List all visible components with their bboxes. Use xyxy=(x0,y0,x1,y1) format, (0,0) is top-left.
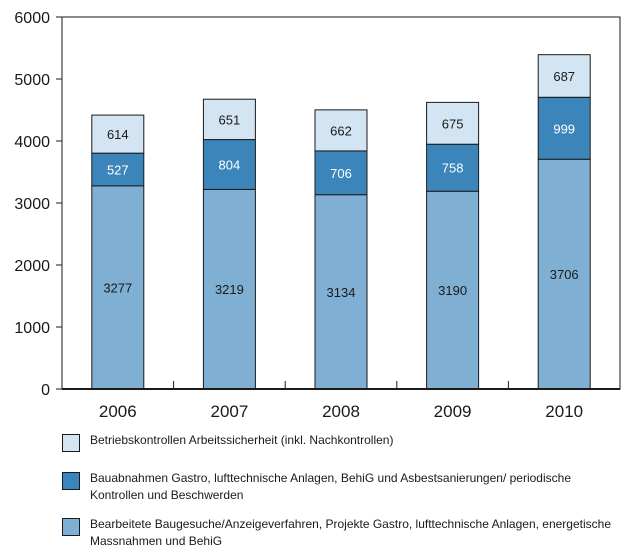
bar-segment xyxy=(537,158,591,390)
data-label: 3706 xyxy=(550,267,579,282)
data-label: 804 xyxy=(219,157,241,172)
data-label: 651 xyxy=(219,112,241,127)
data-label: 687 xyxy=(553,69,575,84)
data-label: 3277 xyxy=(103,280,132,295)
data-label: 3190 xyxy=(438,283,467,298)
bar-segment xyxy=(314,194,368,390)
x-tick-label: 2009 xyxy=(434,402,472,420)
bar-segment xyxy=(202,188,256,390)
data-label: 758 xyxy=(442,161,464,176)
legend-label-base: Bearbeitete Baugesuche/Anzeigeverfahren,… xyxy=(90,517,611,548)
x-tick-label: 2007 xyxy=(210,402,248,420)
y-tick-label: 0 xyxy=(41,382,50,399)
y-axis: 0 1000 2000 3000 4000 5000 6000 xyxy=(14,10,62,399)
bar-segment xyxy=(426,190,480,390)
bar-segment xyxy=(91,114,145,154)
bar-segment xyxy=(202,139,256,190)
data-label: 662 xyxy=(330,123,352,138)
y-tick-label: 3000 xyxy=(14,196,50,213)
data-label: 999 xyxy=(553,121,575,136)
y-tick-label: 6000 xyxy=(14,10,50,27)
legend-label-middle: Bauabnahmen Gastro, lufttechnische Anlag… xyxy=(90,471,571,502)
y-tick-label: 4000 xyxy=(14,134,50,151)
data-label: 614 xyxy=(107,127,129,142)
y-tick-label: 2000 xyxy=(14,258,50,275)
legend-swatch-top xyxy=(62,434,80,452)
y-tick-label: 1000 xyxy=(14,320,50,337)
x-tick-label: 2008 xyxy=(322,402,360,420)
x-axis: 2006 2007 2008 2009 2010 xyxy=(99,381,583,420)
bar-segment xyxy=(202,98,256,141)
bar-segment xyxy=(91,152,145,187)
plot-frame xyxy=(61,16,621,390)
data-label: 675 xyxy=(442,116,464,131)
bar-segment xyxy=(537,54,591,98)
legend-swatch-base xyxy=(62,518,80,536)
bar-segment xyxy=(314,109,368,152)
bar-segment xyxy=(426,101,480,145)
bar-segment xyxy=(426,143,480,192)
data-label: 3219 xyxy=(215,282,244,297)
data-label: 706 xyxy=(330,166,352,181)
data-label: 527 xyxy=(107,162,129,177)
bar-segment xyxy=(537,96,591,160)
x-tick-label: 2006 xyxy=(99,402,137,420)
x-tick-label: 2010 xyxy=(545,402,583,420)
bar-segment xyxy=(314,150,368,196)
stacked-bar-chart: 0 1000 2000 3000 4000 5000 6000 3277 527 614 3219… xyxy=(14,10,621,420)
legend-label-top: Betriebskontrollen Arbeitssicherheit (in… xyxy=(90,433,394,447)
bar-area: 3277 527 614 3219 804 651 3134 706 662 3190 758 675… xyxy=(91,54,591,390)
y-tick-label: 5000 xyxy=(14,72,50,89)
data-label: 3134 xyxy=(327,285,356,300)
legend-swatch-middle xyxy=(62,472,80,490)
